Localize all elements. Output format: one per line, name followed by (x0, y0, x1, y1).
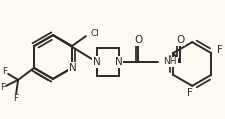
Text: NH: NH (163, 57, 176, 67)
Text: F: F (216, 45, 222, 55)
Text: O: O (134, 35, 142, 45)
Text: N: N (92, 57, 100, 67)
Text: N: N (69, 63, 76, 73)
Text: F: F (187, 88, 192, 98)
Text: F: F (2, 67, 7, 76)
Text: F: F (0, 83, 5, 92)
Text: N: N (69, 63, 76, 73)
Text: N: N (114, 57, 122, 67)
Text: Cl: Cl (90, 29, 99, 38)
Text: O: O (175, 35, 184, 45)
Text: F: F (14, 94, 19, 103)
